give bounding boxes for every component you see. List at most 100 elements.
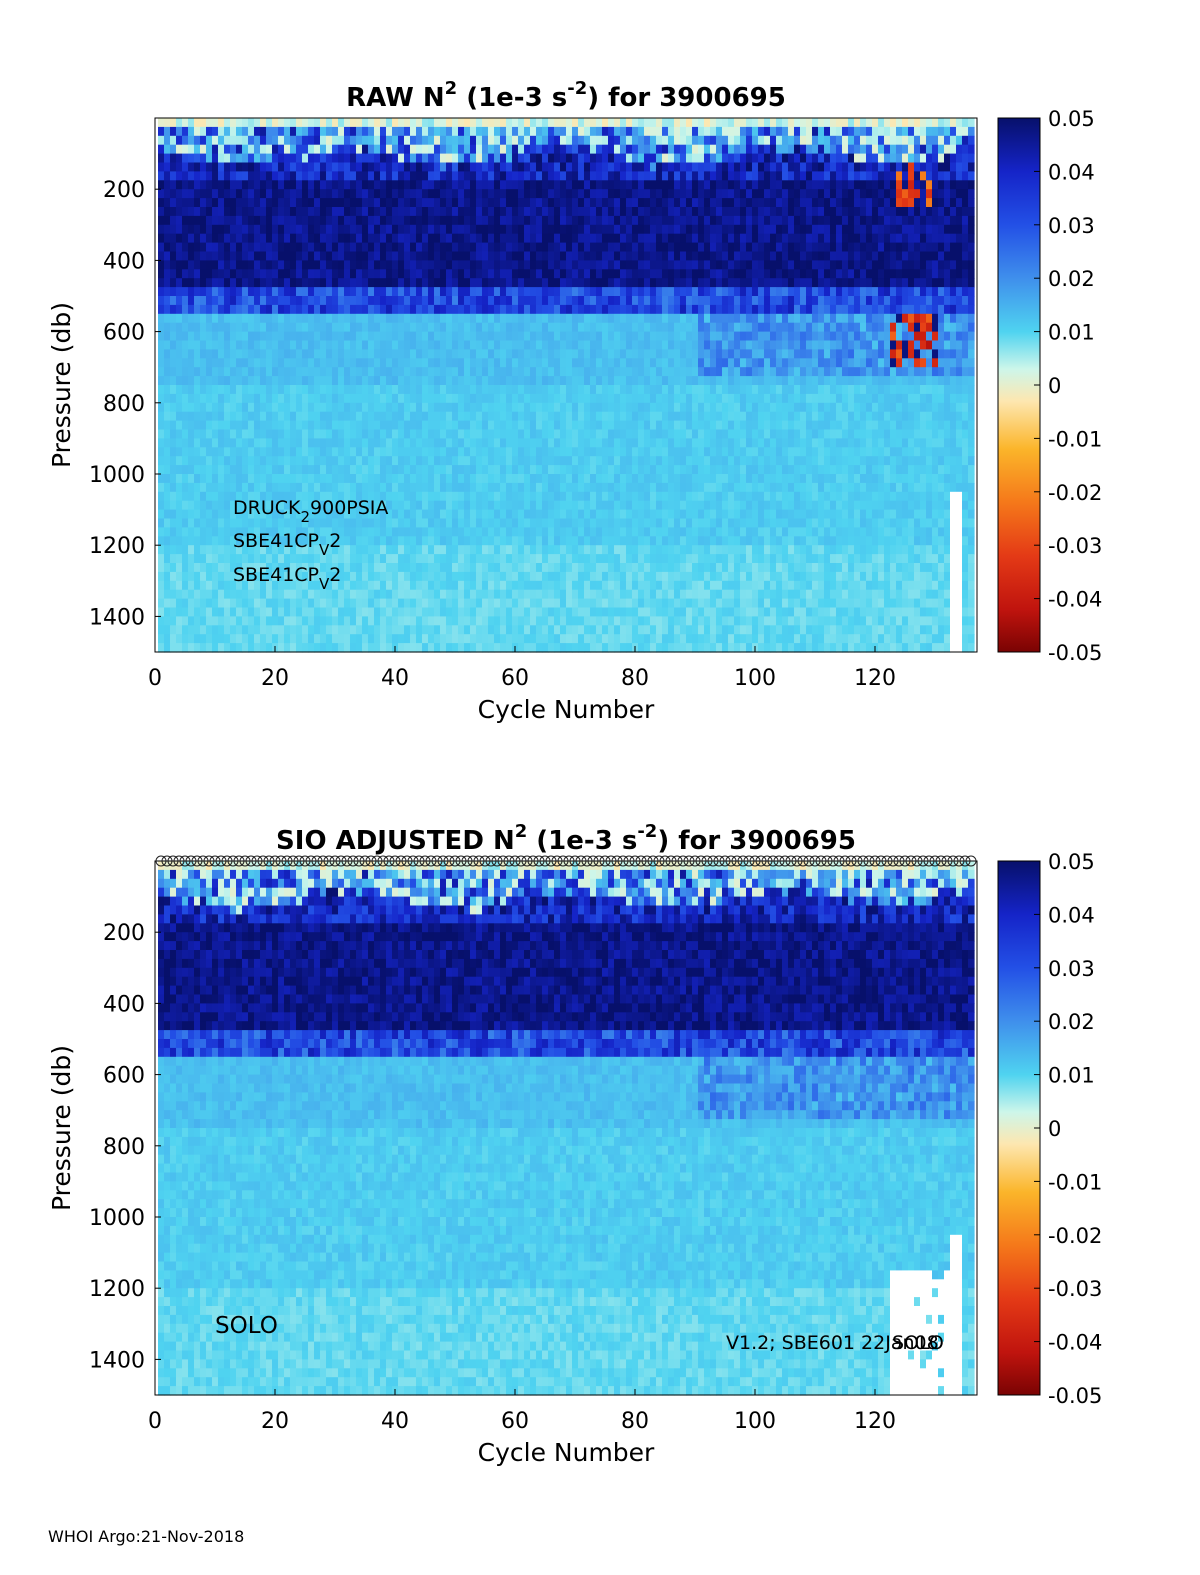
- heatmap-cell: [320, 500, 327, 511]
- heatmap-cell: [374, 349, 381, 359]
- heatmap-cell: [212, 331, 219, 342]
- heatmap-cell: [560, 438, 567, 448]
- heatmap-cell: [524, 242, 531, 253]
- heatmap-cell: [236, 233, 243, 244]
- heatmap-cell: [548, 198, 555, 208]
- heatmap-cell: [218, 545, 225, 555]
- heatmap-cell: [536, 180, 543, 190]
- heatmap-cell: [248, 126, 255, 137]
- heatmap-cell: [476, 509, 483, 520]
- heatmap-cell: [386, 233, 393, 244]
- heatmap-cell: [500, 171, 507, 181]
- heatmap-cell: [176, 447, 183, 457]
- heatmap-cell: [254, 474, 261, 484]
- heatmap-cell: [236, 260, 243, 270]
- heatmap-cell: [416, 153, 423, 164]
- heatmap-cell: [482, 429, 489, 439]
- heatmap-cell: [542, 349, 549, 359]
- heatmap-cell: [530, 367, 537, 377]
- heatmap-cell: [494, 269, 501, 279]
- heatmap-cell: [524, 393, 531, 404]
- heatmap-cell: [560, 287, 567, 297]
- heatmap-cell: [500, 429, 507, 439]
- heatmap-cell: [566, 500, 573, 511]
- heatmap-cell: [590, 393, 597, 404]
- heatmap-cell: [614, 545, 621, 555]
- heatmap-cell: [350, 153, 357, 164]
- heatmap-cell: [368, 411, 375, 422]
- heatmap-cell: [536, 509, 543, 520]
- heatmap-cell: [464, 322, 471, 333]
- heatmap-cell: [272, 509, 279, 520]
- heatmap-cell: [524, 616, 531, 626]
- heatmap-cell: [464, 393, 471, 404]
- heatmap-cell: [206, 126, 213, 137]
- heatmap-cell: [410, 189, 417, 199]
- heatmap-cell: [548, 260, 555, 270]
- heatmap-cell: [218, 589, 225, 600]
- heatmap-cell: [596, 616, 603, 626]
- heatmap-cell: [512, 349, 519, 359]
- heatmap-cell: [302, 447, 309, 457]
- heatmap-cell: [272, 322, 279, 333]
- heatmap-cell: [254, 536, 261, 546]
- heatmap-cell: [158, 215, 165, 226]
- heatmap-cell: [536, 304, 543, 315]
- heatmap-cell: [488, 367, 495, 377]
- heatmap-cell: [182, 482, 189, 493]
- heatmap-cell: [500, 447, 507, 457]
- heatmap-cell: [608, 456, 615, 466]
- heatmap-cell: [206, 376, 213, 386]
- heatmap-cell: [200, 482, 207, 493]
- heatmap-cell: [230, 518, 237, 528]
- heatmap-cell: [338, 118, 345, 128]
- heatmap-cell: [476, 563, 483, 573]
- heatmap-cell: [350, 393, 357, 404]
- heatmap-cell: [506, 625, 513, 635]
- heatmap-cell: [194, 349, 201, 359]
- heatmap-cell: [614, 296, 621, 306]
- heatmap-cell: [614, 171, 621, 181]
- heatmap-cell: [164, 233, 171, 244]
- heatmap-cell: [644, 207, 651, 217]
- heatmap-cell: [632, 180, 639, 190]
- heatmap-cell: [194, 207, 201, 217]
- heatmap-cell: [260, 563, 267, 573]
- heatmap-cell: [332, 482, 339, 493]
- heatmap-cell: [428, 616, 435, 626]
- heatmap-cell: [422, 447, 429, 457]
- heatmap-cell: [374, 153, 381, 164]
- heatmap-cell: [470, 296, 477, 306]
- heatmap-cell: [380, 180, 387, 190]
- heatmap-cell: [614, 198, 621, 208]
- heatmap-cell: [332, 322, 339, 333]
- heatmap-cell: [170, 269, 177, 279]
- heatmap-cell: [332, 269, 339, 279]
- heatmap-cell: [524, 126, 531, 137]
- heatmap-cell: [548, 126, 555, 137]
- heatmap-cell: [422, 385, 429, 395]
- heatmap-cell: [284, 198, 291, 208]
- heatmap-cell: [380, 411, 387, 422]
- heatmap-cell: [368, 242, 375, 253]
- heatmap-cell: [332, 402, 339, 413]
- heatmap-cell: [284, 589, 291, 600]
- heatmap-cell: [200, 402, 207, 413]
- heatmap-cell: [296, 144, 303, 155]
- heatmap-cell: [404, 625, 411, 635]
- heatmap-cell: [356, 509, 363, 520]
- heatmap-cell: [224, 224, 231, 235]
- heatmap-cell: [416, 545, 423, 555]
- heatmap-cell: [572, 643, 579, 653]
- heatmap-cell: [260, 465, 267, 475]
- heatmap-cell: [590, 527, 597, 537]
- heatmap-cell: [350, 171, 357, 181]
- heatmap-cell: [452, 144, 459, 155]
- heatmap-cell: [350, 358, 357, 368]
- heatmap-cell: [650, 625, 657, 635]
- heatmap-cell: [560, 162, 567, 172]
- heatmap-cell: [284, 233, 291, 244]
- heatmap-cell: [518, 607, 525, 617]
- heatmap-cell: [632, 376, 639, 386]
- heatmap-cell: [560, 545, 567, 555]
